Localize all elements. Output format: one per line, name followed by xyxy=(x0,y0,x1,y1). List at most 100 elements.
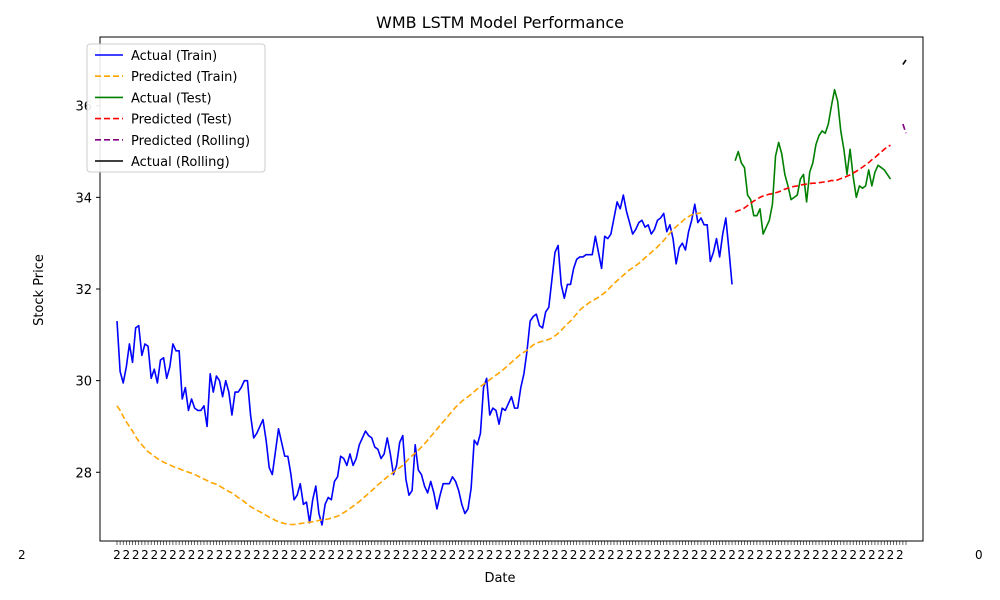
x-tick-label: 0 xyxy=(975,548,983,562)
x-tick-label: 2 xyxy=(793,548,801,562)
series-line-0 xyxy=(116,194,733,526)
x-tick-label: 2 xyxy=(766,548,774,562)
x-tick-label: 2 xyxy=(272,548,280,562)
x-tick-label: 2 xyxy=(542,548,550,562)
x-tick-label: 2 xyxy=(486,548,494,562)
x-tick-label: 2 xyxy=(588,548,596,562)
x-tick-label: 2 xyxy=(449,548,457,562)
x-tick-label: 2 xyxy=(523,548,531,562)
x-tick-label: 2 xyxy=(122,548,130,562)
y-tick-label: 32 xyxy=(75,283,92,298)
y-axis-label: Stock Price xyxy=(32,254,47,326)
x-tick-label: 2 xyxy=(859,548,867,562)
x-tick-label: 2 xyxy=(458,548,466,562)
series-line-5 xyxy=(902,59,907,65)
x-tick-label: 2 xyxy=(197,548,205,562)
x-tick-label: 2 xyxy=(374,548,382,562)
x-axis-label: Date xyxy=(484,571,515,586)
x-tick-label: 2 xyxy=(644,548,652,562)
y-tick-label: 30 xyxy=(75,375,92,390)
x-tick-label: 2 xyxy=(253,548,261,562)
x-tick-label: 2 xyxy=(710,548,718,562)
x-tick-label: 2 xyxy=(113,548,121,562)
legend-label: Actual (Train) xyxy=(131,49,217,64)
x-tick-label: 2 xyxy=(738,548,746,562)
x-tick-label: 2 xyxy=(840,548,848,562)
x-tick-label: 2 xyxy=(178,548,186,562)
x-tick-label: 2 xyxy=(402,548,410,562)
legend-label: Predicted (Rolling) xyxy=(131,134,250,149)
x-tick-label: 2 xyxy=(533,548,541,562)
x-tick-label: 2 xyxy=(812,548,820,562)
x-tick-label: 2 xyxy=(467,548,475,562)
x-tick-label: 2 xyxy=(598,548,606,562)
x-tick-label: 2 xyxy=(244,548,252,562)
x-tick-label: 2 xyxy=(700,548,708,562)
x-tick-label: 2 xyxy=(290,548,298,562)
x-tick-label: 2 xyxy=(551,548,559,562)
x-tick-label: 2 xyxy=(318,548,326,562)
x-tick-label: 2 xyxy=(188,548,196,562)
x-tick-label: 2 xyxy=(579,548,587,562)
x-tick-label: 2 xyxy=(616,548,624,562)
x-tick-label: 2 xyxy=(626,548,634,562)
x-tick-label: 2 xyxy=(365,548,373,562)
x-tick-label: 2 xyxy=(849,548,857,562)
x-tick-label: 2 xyxy=(393,548,401,562)
x-tick-label: 2 xyxy=(477,548,485,562)
x-tick-label: 2 xyxy=(337,548,345,562)
x-tick-label: 2 xyxy=(225,548,233,562)
x-tick-label: 2 xyxy=(887,548,895,562)
x-tick-label: 2 xyxy=(635,548,643,562)
x-tick-label: 2 xyxy=(355,548,363,562)
x-tick-label: 2 xyxy=(719,548,727,562)
x-tick-label: 2 xyxy=(411,548,419,562)
legend-label: Actual (Rolling) xyxy=(131,155,230,170)
x-tick-label: 2 xyxy=(775,548,783,562)
x-tick-label: 2 xyxy=(18,548,26,562)
x-tick-label: 2 xyxy=(682,548,690,562)
x-tick-label: 2 xyxy=(514,548,522,562)
x-tick-label: 2 xyxy=(328,548,336,562)
x-tick-label: 2 xyxy=(607,548,615,562)
x-tick-label: 2 xyxy=(747,548,755,562)
series-line-4 xyxy=(902,123,907,134)
x-tick-label: 2 xyxy=(821,548,829,562)
x-tick-label: 2 xyxy=(896,548,904,562)
series-line-2 xyxy=(734,88,892,235)
x-tick-label: 2 xyxy=(234,548,242,562)
legend-label: Actual (Test) xyxy=(131,91,212,106)
legend-label: Predicted (Train) xyxy=(131,70,238,85)
x-tick-label: 2 xyxy=(560,548,568,562)
x-tick-label: 2 xyxy=(868,548,876,562)
x-tick-label: 2 xyxy=(663,548,671,562)
x-tick-label: 2 xyxy=(756,548,764,562)
x-tick-label: 2 xyxy=(141,548,149,562)
legend: Actual (Train) Predicted (Train) Actual (T… xyxy=(86,43,266,173)
chart-title: WMB LSTM Model Performance xyxy=(376,13,624,32)
x-tick-label: 2 xyxy=(570,548,578,562)
x-tick-label: 2 xyxy=(383,548,391,562)
x-tick-label: 2 xyxy=(831,548,839,562)
x-tick-label: 2 xyxy=(160,548,168,562)
x-tick-label: 2 xyxy=(216,548,224,562)
legend-box xyxy=(86,43,266,173)
y-tick-label: 34 xyxy=(75,191,92,206)
x-tick-label: 2 xyxy=(728,548,736,562)
x-tick-label: 2 xyxy=(654,548,662,562)
x-tick-label: 2 xyxy=(281,548,289,562)
x-tick-label: 2 xyxy=(206,548,214,562)
legend-label: Predicted (Test) xyxy=(131,113,232,128)
x-tick-label: 2 xyxy=(132,548,140,562)
x-tick-label: 2 xyxy=(877,548,885,562)
x-tick-label: 2 xyxy=(691,548,699,562)
x-tick-label: 2 xyxy=(300,548,308,562)
x-tick-label: 2 xyxy=(309,548,317,562)
x-tick-label: 2 xyxy=(439,548,447,562)
x-tick-label: 2 xyxy=(784,548,792,562)
x-tick-label: 2 xyxy=(495,548,503,562)
x-tick-label: 2 xyxy=(150,548,158,562)
x-tick-label: 2 xyxy=(169,548,177,562)
series-line-3 xyxy=(734,144,891,213)
